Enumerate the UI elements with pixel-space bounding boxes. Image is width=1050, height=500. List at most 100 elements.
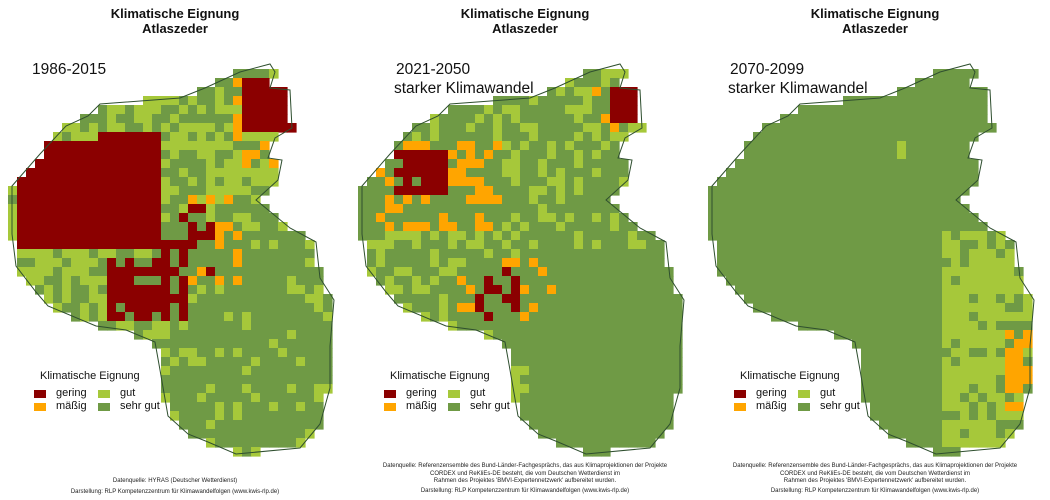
map-cell [161,96,171,106]
map-cell [484,321,494,331]
map-cell [861,276,871,286]
map-cell [816,114,826,124]
map-cell [969,213,979,223]
map-cell [906,384,916,394]
map-cell [708,222,718,232]
map-cell [592,420,602,430]
map-cell [448,249,458,259]
map-cell [269,285,279,295]
map-cell [601,150,611,160]
map-cell [951,321,961,331]
map-cell [852,114,862,124]
map-cell [107,213,117,223]
map-cell [753,150,763,160]
map-cell [251,312,261,322]
map-cell [457,114,467,124]
map-cell [278,114,288,124]
map-cell [125,168,135,178]
map-cell [314,339,324,349]
map-cell [592,357,602,367]
map-cell [951,96,961,106]
map-cell [421,267,431,277]
map-cell [574,276,584,286]
map-cell [233,96,243,106]
map-cell [906,114,916,124]
map-cell [789,114,799,124]
map-cell [197,204,207,214]
map-cell [493,195,503,205]
map-cell [780,267,790,277]
map-cell [170,393,180,403]
map-cell [475,222,485,232]
map-cell [215,411,225,421]
map-cell [565,375,575,385]
map-cell [601,438,611,448]
map-cell [717,267,727,277]
map-cell [457,240,467,250]
map-cell [583,312,593,322]
map-cell [394,240,404,250]
data-source-credit: Datenquelle: Referenzensemble des Bund-L… [700,463,1050,495]
map-cell [610,222,620,232]
map-cell [233,411,243,421]
map-cell [646,330,656,340]
map-cell [224,429,234,439]
map-cell [493,249,503,259]
map-cell [466,303,476,313]
map-cell [744,294,754,304]
map-cell [125,213,135,223]
map-cell [574,249,584,259]
map-cell [942,159,952,169]
map-cell [520,177,530,187]
map-cell [933,159,943,169]
map-cell [978,402,988,412]
map-cell [933,339,943,349]
map-cell [502,294,512,304]
map-cell [412,285,422,295]
map-cell [601,114,611,124]
map-cell [592,186,602,196]
map-cell [296,357,306,367]
map-cell [915,357,925,367]
map-cell [278,258,288,268]
map-cell [601,321,611,331]
map-cell [924,150,934,160]
map-cell [888,330,898,340]
map-cell [89,258,99,268]
map-cell [457,132,467,142]
map-cell [493,186,503,196]
map-cell [287,375,297,385]
map-cell [457,177,467,187]
map-cell [296,321,306,331]
map-cell [107,240,117,250]
map-cell [969,96,979,106]
map-cell [565,384,575,394]
map-cell [870,159,880,169]
map-cell [565,303,575,313]
map-cell [179,294,189,304]
map-cell [143,231,153,241]
map-cell [1005,276,1015,286]
map-cell [646,384,656,394]
map-cell [771,240,781,250]
map-cell [529,159,539,169]
map-cell [520,105,530,115]
map-cell [906,159,916,169]
map-cell [143,285,153,295]
map-cell [771,159,781,169]
map-cell [278,303,288,313]
map-cell [520,294,530,304]
map-cell [978,267,988,277]
map-cell [789,204,799,214]
map-cell [197,240,207,250]
map-cell [619,438,629,448]
map-cell [457,222,467,232]
map-cell [996,420,1006,430]
map-cell [610,330,620,340]
map-cell [260,267,270,277]
map-cell [152,150,162,160]
map-cell [430,186,440,196]
map-cell [942,132,952,142]
map-cell [188,258,198,268]
map-cell [538,213,548,223]
